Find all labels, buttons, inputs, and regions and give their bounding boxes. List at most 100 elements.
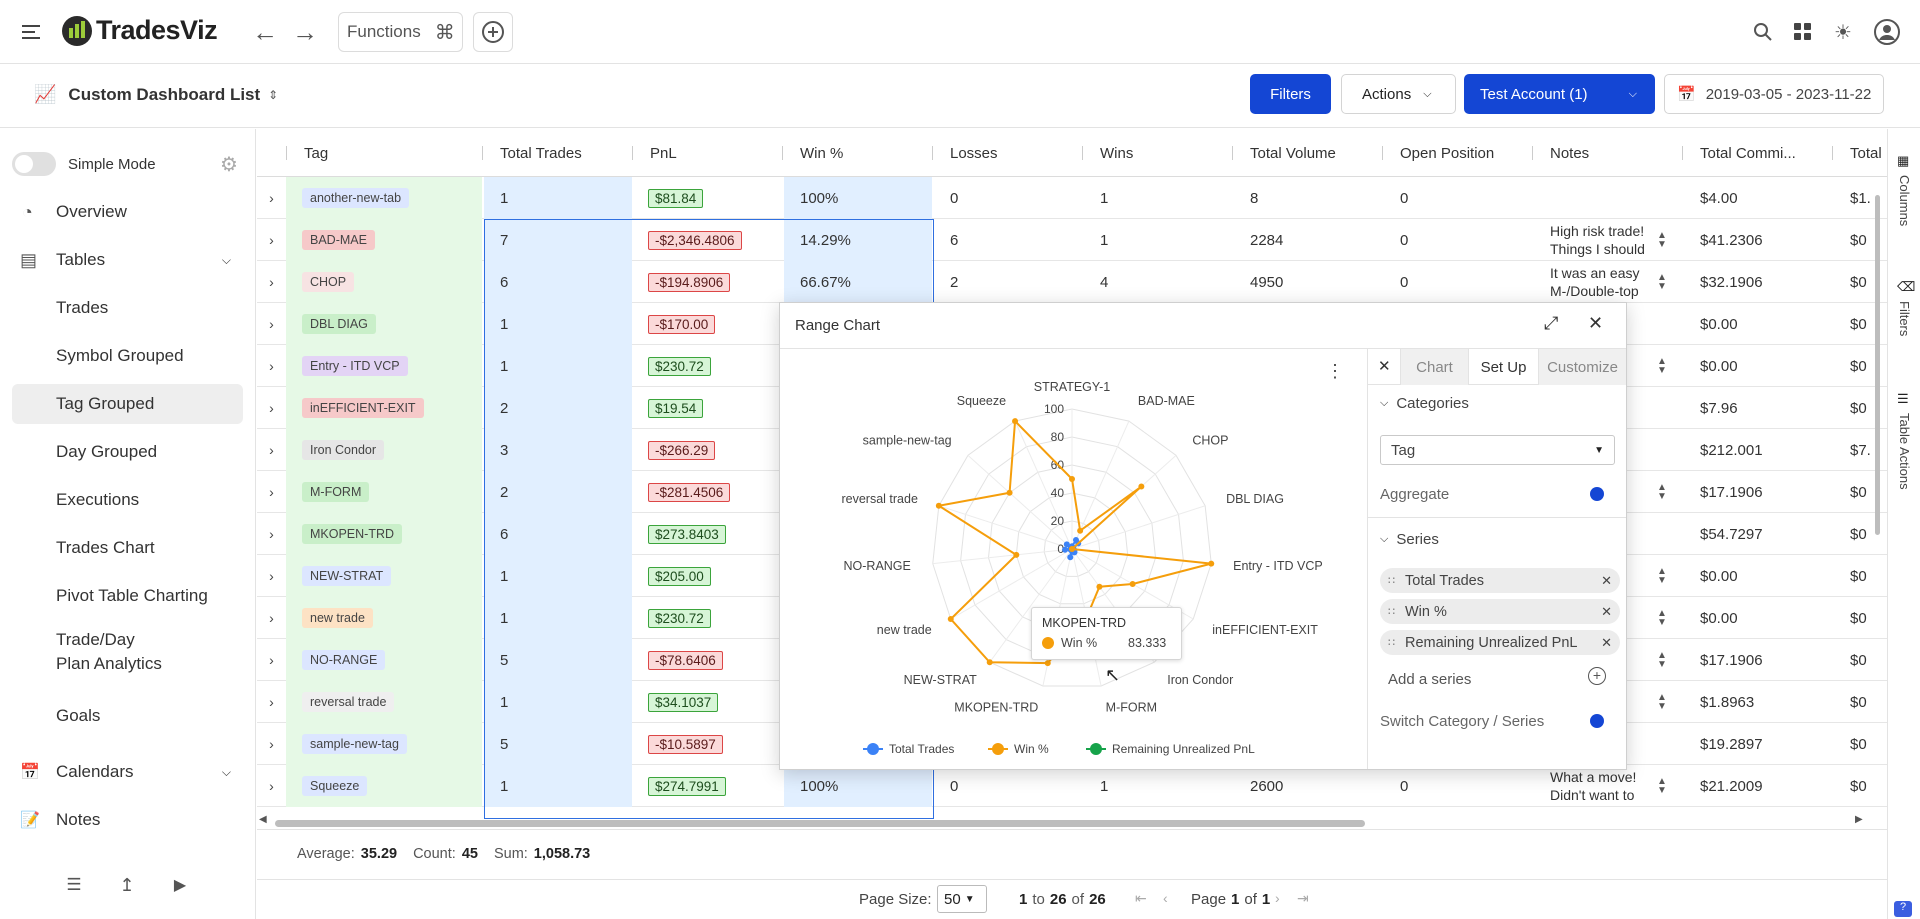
tag-chip[interactable]: M-FORM — [302, 482, 370, 502]
column-header-total-volume[interactable]: Total Volume — [1250, 144, 1336, 162]
drag-handle-icon[interactable]: ∷ — [1388, 606, 1395, 618]
tag-chip[interactable]: DBL DIAG — [302, 314, 376, 334]
column-header-total-trades[interactable]: Total Trades — [500, 144, 582, 162]
notes-stepper-icon[interactable]: ▲ ▼ — [1657, 482, 1667, 502]
column-header-wins[interactable]: Wins — [1100, 144, 1134, 162]
series-chip-win-pct[interactable]: ∷ Win % ✕ — [1380, 599, 1620, 624]
column-header-total[interactable]: Total — [1850, 144, 1882, 162]
expand-chevron-icon[interactable]: › — [269, 400, 274, 416]
remove-series-icon[interactable]: ✕ — [1601, 572, 1612, 588]
sidebar-item-symbol-grouped[interactable]: Symbol Grouped — [56, 346, 184, 365]
expand-chevron-icon[interactable]: › — [269, 190, 274, 206]
column-header-open-position[interactable]: Open Position — [1400, 144, 1495, 162]
sidebar-item-overview[interactable]: ◔ Overview — [12, 192, 243, 232]
notes-stepper-icon[interactable]: ▲ ▼ — [1657, 650, 1667, 670]
notes-cell[interactable]: It was an easy M-/Double-top — [1550, 261, 1650, 303]
series-chip-remaining-unrealized-pnl[interactable]: ∷ Remaining Unrealized PnL ✕ — [1380, 630, 1620, 655]
drag-handle-icon[interactable]: ∷ — [1388, 637, 1395, 649]
expand-chevron-icon[interactable]: › — [269, 526, 274, 542]
expand-chevron-icon[interactable]: › — [269, 694, 274, 710]
vertical-scrollbar[interactable] — [1872, 179, 1882, 664]
sidebar-item-trade-day-plan[interactable]: Trade/Day Plan Analytics — [56, 630, 162, 673]
help-icon[interactable]: ? — [1894, 901, 1912, 917]
tag-chip[interactable]: NO-RANGE — [302, 650, 386, 670]
tag-chip[interactable]: BAD-MAE — [302, 230, 375, 250]
sidebar-item-trades-chart[interactable]: Trades Chart — [56, 538, 155, 557]
notes-stepper-icon[interactable]: ▲ ▼ — [1657, 692, 1667, 712]
scroll-right-icon[interactable]: ▶ — [1855, 814, 1863, 825]
notes-stepper-icon[interactable]: ▲ ▼ — [1657, 356, 1667, 376]
custom-dashboard-list[interactable]: 📈 Custom Dashboard List ⇕ — [34, 84, 278, 105]
first-page-icon[interactable]: ⇤ — [1135, 890, 1147, 906]
expand-chevron-icon[interactable]: › — [269, 232, 274, 248]
expand-chevron-icon[interactable]: › — [269, 778, 274, 794]
tab-set-up[interactable]: Set Up — [1468, 349, 1538, 385]
expand-chevron-icon[interactable]: › — [269, 358, 274, 374]
hamburger-menu-icon[interactable] — [20, 20, 44, 44]
aggregate-toggle[interactable] — [1590, 487, 1604, 501]
add-series-icon[interactable]: + — [1588, 667, 1606, 685]
sidebar-item-tag-grouped[interactable]: Tag Grouped — [12, 384, 243, 424]
table-row[interactable]: › new trade 1 $230.72 d, ▲▼ $0.00 $0 — [257, 597, 1887, 639]
sidebar-item-trades[interactable]: Trades — [56, 298, 109, 317]
table-row[interactable]: › CHOP 6 -$194.8906 66.67% 2 4 4950 0 It… — [257, 261, 1887, 303]
youtube-icon[interactable]: ▶ — [173, 877, 187, 894]
column-header-total-commission[interactable]: Total Commi... — [1700, 144, 1796, 162]
tag-chip[interactable]: reversal trade — [302, 692, 395, 712]
tag-chip[interactable]: new trade — [302, 608, 373, 628]
notes-stepper-icon[interactable]: ▲ ▼ — [1657, 566, 1667, 586]
columns-icon[interactable]: ▦ — [1897, 153, 1910, 168]
expand-chevron-icon[interactable]: › — [269, 484, 274, 500]
tag-chip[interactable]: sample-new-tag — [302, 734, 407, 754]
user-avatar-icon[interactable] — [1874, 19, 1900, 45]
tag-chip[interactable]: Squeeze — [302, 776, 368, 796]
filters-tab[interactable]: Filters — [1897, 301, 1912, 337]
tag-chip[interactable]: MKOPEN-TRD — [302, 524, 403, 544]
notes-stepper-icon[interactable]: ▲ ▼ — [1657, 230, 1667, 250]
add-series-label[interactable]: Add a series — [1388, 671, 1472, 688]
notes-cell[interactable]: What a move! Didn't want to — [1550, 765, 1650, 807]
notes-cell[interactable]: High risk trade! Things I should — [1550, 219, 1650, 261]
settings-gear-icon[interactable]: ⚙ — [220, 153, 238, 176]
sidebar-item-day-grouped[interactable]: Day Grouped — [56, 442, 158, 461]
app-logo[interactable]: TradesViz — [62, 15, 218, 46]
expand-chevron-icon[interactable]: › — [269, 652, 274, 668]
next-page-icon[interactable]: › — [1275, 890, 1280, 906]
functions-button[interactable]: Functions ⌘ — [338, 12, 463, 52]
expand-chevron-icon[interactable]: › — [269, 274, 274, 290]
column-header-losses[interactable]: Losses — [950, 144, 998, 162]
sidebar-item-notes[interactable]: 📝 Notes — [12, 800, 243, 840]
chart-menu-icon[interactable]: ⋮ — [1326, 361, 1344, 381]
actions-dropdown[interactable]: Actions ⌵ — [1341, 74, 1456, 114]
table-row[interactable]: › BAD-MAE 7 -$2,346.4806 14.29% 6 1 2284… — [257, 219, 1887, 261]
notes-cell[interactable] — [1550, 177, 1650, 219]
notes-stepper-icon[interactable]: ▲ ▼ — [1657, 272, 1667, 292]
last-page-icon[interactable]: ⇥ — [1297, 890, 1309, 906]
filter-icon[interactable]: ⌫ — [1897, 279, 1916, 294]
tag-chip[interactable]: inEFFICIENT-EXIT — [302, 398, 424, 418]
sidebar-item-goals[interactable]: Goals — [56, 706, 101, 725]
filters-button[interactable]: Filters — [1250, 74, 1331, 114]
sidebar-item-pivot-table-charting[interactable]: Pivot Table Charting — [56, 586, 208, 605]
dialog-header[interactable]: Range Chart ⤢ ✕ — [780, 303, 1626, 349]
notes-stepper-icon[interactable]: ▲ ▼ — [1657, 608, 1667, 628]
prev-page-icon[interactable]: ‹ — [1163, 890, 1168, 906]
sidebar-item-executions[interactable]: Executions — [56, 490, 140, 509]
expand-chevron-icon[interactable]: › — [269, 736, 274, 752]
upload-icon[interactable]: ↥ — [119, 874, 135, 895]
columns-tab[interactable]: Columns — [1897, 175, 1912, 227]
column-header-notes[interactable]: Notes — [1550, 144, 1590, 162]
tag-chip[interactable]: Entry - ITD VCP — [302, 356, 408, 376]
expand-chevron-icon[interactable]: › — [269, 442, 274, 458]
table-row[interactable]: › Iron Condor 3 -$266.29 ▲▼ $212.001 $7. — [257, 429, 1887, 471]
sidebar-item-tables[interactable]: ▤ Tables ⌵ — [12, 240, 243, 280]
horizontal-scrollbar[interactable]: ◀ ▶ — [257, 814, 1867, 829]
simple-mode-toggle[interactable] — [12, 152, 56, 176]
tag-chip[interactable]: Iron Condor — [302, 440, 385, 460]
column-header-pnl[interactable]: PnL — [650, 144, 677, 162]
search-icon[interactable] — [1752, 21, 1774, 43]
forward-arrow-icon[interactable]: → — [292, 16, 318, 47]
date-range-picker[interactable]: 📅 2019-03-05 - 2023-11-22 — [1664, 74, 1884, 114]
maximize-icon[interactable]: ⤢ — [1544, 313, 1559, 333]
switch-category-series-toggle[interactable] — [1590, 714, 1604, 728]
